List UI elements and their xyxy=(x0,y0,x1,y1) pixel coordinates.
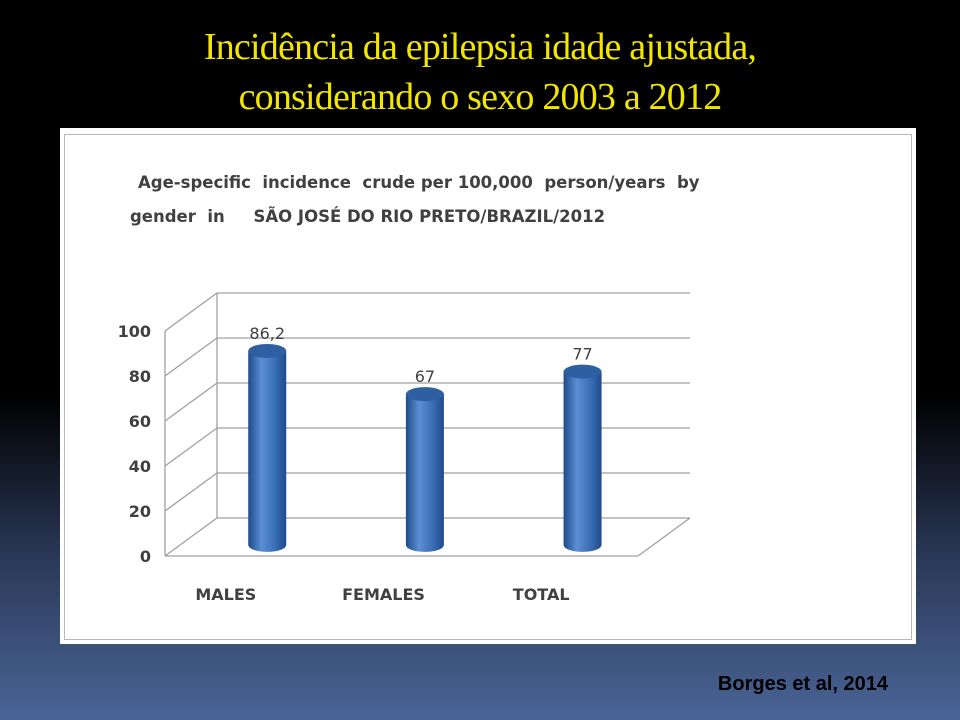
bar-top xyxy=(405,387,444,402)
bar-body xyxy=(405,394,444,552)
gridline-side xyxy=(164,472,218,512)
y-tick-label: 20 xyxy=(129,502,151,521)
bar-top xyxy=(563,364,602,379)
floor-edge xyxy=(637,517,691,557)
y-tick-label: 40 xyxy=(129,457,151,476)
slide-title-line-1: Incidência da epilepsia idade ajustada, xyxy=(203,26,757,68)
gridline-side xyxy=(164,382,218,422)
bar xyxy=(248,343,287,552)
citation: Borges et al, 2014 xyxy=(717,673,888,695)
data-label: 86,2 xyxy=(249,324,285,343)
chart-title-line-1: Age-specific incidence crude per 100,000… xyxy=(138,173,700,192)
slide-title: Incidência da epilepsia idade ajustada, … xyxy=(0,22,960,122)
chart-border xyxy=(64,134,912,640)
chart-title-line-2: gender in SÃO JOSÉ DO RIO PRETO/BRAZIL/2… xyxy=(130,207,605,226)
slide-title-line-2: considerando o sexo 2003 a 2012 xyxy=(238,76,723,118)
bar-chart: Age-specific incidence crude per 100,000… xyxy=(118,173,700,604)
bar xyxy=(563,364,602,552)
chart-axes xyxy=(164,292,691,557)
y-tick-label: 0 xyxy=(140,547,151,566)
bar-body xyxy=(248,350,287,552)
gridline-side xyxy=(164,427,218,467)
x-tick-label: MALES xyxy=(195,585,256,604)
gridline-side xyxy=(164,517,218,557)
data-label: 77 xyxy=(572,345,592,364)
data-label: 67 xyxy=(415,367,435,386)
bar xyxy=(405,387,444,552)
chart-bars xyxy=(248,343,602,552)
bar-body xyxy=(563,371,602,552)
x-tick-label: TOTAL xyxy=(513,585,570,604)
y-tick-label: 80 xyxy=(129,367,151,386)
x-tick-label: FEMALES xyxy=(342,585,425,604)
y-tick-label: 100 xyxy=(118,322,151,341)
y-tick-label: 60 xyxy=(129,412,151,431)
chart-frame: Age-specific incidence crude per 100,000… xyxy=(60,128,916,644)
chart-labels: 0 20 40 60 80 100 86,2 MALES 67 FEMALES 77 TOTAL xyxy=(118,322,593,604)
gridline-side xyxy=(164,292,218,332)
bar-top xyxy=(248,343,287,358)
gridline-side xyxy=(164,337,218,377)
